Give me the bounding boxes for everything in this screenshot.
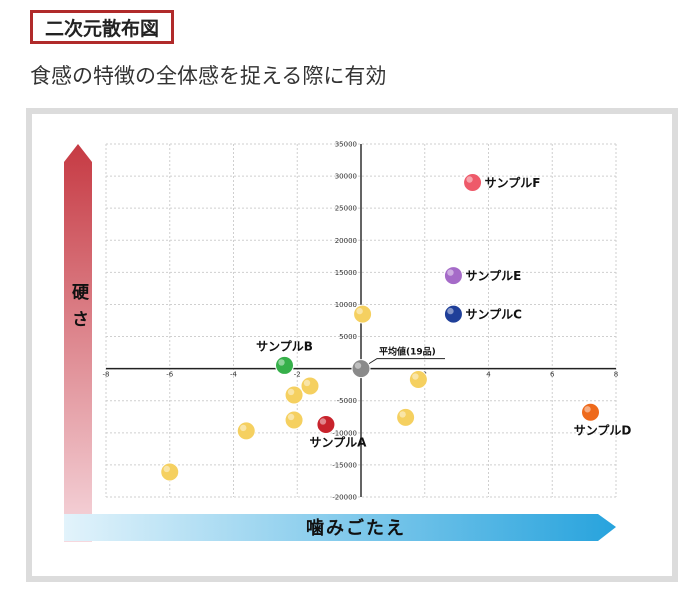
labeled-point xyxy=(443,266,463,286)
point-labels: サンプルF サンプルE サンプルC サンプルB サンプルA サンプルD 平均値(19品) xyxy=(256,175,631,449)
sample-point xyxy=(284,410,304,430)
sample-point xyxy=(284,385,304,405)
labeled-point-highlight xyxy=(319,418,327,425)
y-tick-label: 5000 xyxy=(339,333,357,341)
y-tick-label: -20000 xyxy=(332,494,357,502)
x-axis-arrow xyxy=(64,514,616,541)
labeled-point-highlight xyxy=(278,359,285,366)
x-tick-label: -6 xyxy=(166,371,174,379)
sample-label: サンプルA xyxy=(309,434,367,449)
y-tick-label: -10000 xyxy=(332,429,357,437)
x-tick-label: 4 xyxy=(486,371,491,379)
subtitle: 食感の特徴の全体感を捉える際に有効 xyxy=(30,64,387,88)
x-tick-label: 6 xyxy=(550,371,555,379)
x-tick-label: -8 xyxy=(103,371,110,379)
x-tick-label: -4 xyxy=(230,371,238,379)
sample-point-highlight xyxy=(240,424,247,432)
sample-point xyxy=(236,421,256,441)
y-axis-arrow xyxy=(64,144,92,542)
sample-point-highlight xyxy=(356,307,363,315)
y-tick-label: 20000 xyxy=(335,237,357,245)
sample-label: サンプルF xyxy=(485,175,541,190)
section-title: 二次元散布図 xyxy=(30,10,175,44)
chart-frame xyxy=(26,108,678,582)
section-title-text: 二次元散布図 xyxy=(45,17,160,40)
sample-point-highlight xyxy=(287,413,295,421)
sample-point-highlight xyxy=(287,388,295,396)
labeled-point-highlight xyxy=(584,406,591,413)
sample-label: サンプルB xyxy=(256,338,313,353)
y-tick-label: -15000 xyxy=(332,461,357,469)
y-tick-label: 10000 xyxy=(335,301,357,309)
labeled-point xyxy=(463,173,483,193)
sample-point xyxy=(300,376,320,396)
sample-point xyxy=(396,407,416,427)
y-tick-label: 35000 xyxy=(335,141,357,149)
sample-label: サンプルE xyxy=(465,268,521,283)
labeled-point-highlight xyxy=(447,307,454,315)
y-axis-label: 硬さ xyxy=(68,283,89,337)
x-tick-label: 8 xyxy=(614,371,618,379)
y-tick-label: -5000 xyxy=(337,397,357,405)
sample-point-highlight xyxy=(399,411,406,418)
tick-labels: -8-6-4-22468-20000-15000-10000-500005000… xyxy=(103,141,619,502)
sample-point xyxy=(408,370,428,390)
labeled-point xyxy=(351,359,371,379)
mean-callout-line xyxy=(368,358,445,365)
data-points xyxy=(160,173,600,482)
labeled-point xyxy=(275,355,294,375)
sample-point-highlight xyxy=(303,379,311,387)
labeled-point-highlight xyxy=(447,269,454,276)
y-tick-label: 25000 xyxy=(335,205,357,213)
labeled-point-highlight xyxy=(354,362,362,369)
labeled-point xyxy=(581,402,600,422)
sample-label: サンプルC xyxy=(465,307,522,322)
labeled-point-highlight xyxy=(466,176,473,183)
x-axis-label: 噛みごたえ xyxy=(306,517,406,539)
x-tick-label: -2 xyxy=(294,371,301,379)
mean-label: 平均値(19品) xyxy=(379,346,436,358)
sample-point xyxy=(353,304,373,324)
sample-point xyxy=(160,462,180,482)
sample-point-highlight xyxy=(163,465,170,473)
labeled-point xyxy=(443,304,463,324)
sample-point-highlight xyxy=(412,373,419,380)
y-tick-label: 30000 xyxy=(335,173,357,181)
sample-label: サンプルD xyxy=(574,422,632,437)
labeled-point xyxy=(316,414,336,434)
y-tick-label: 15000 xyxy=(335,269,357,277)
